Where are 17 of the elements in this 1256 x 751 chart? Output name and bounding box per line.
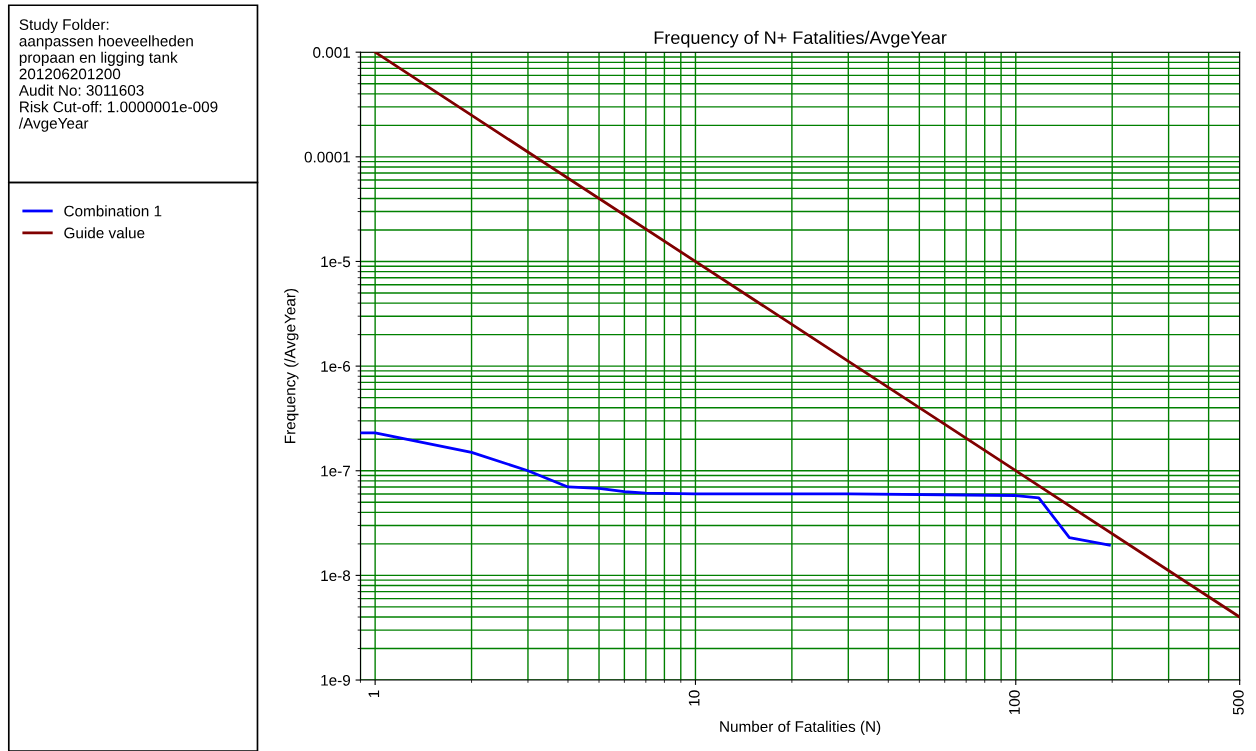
y-tick-label: 0.001 [313, 47, 351, 58]
legend-label: Guide value [64, 227, 145, 239]
x-tick-label: 100 [1009, 690, 1020, 715]
x-axis-title: Number of Fatalities (N) [720, 720, 881, 736]
y-tick-label: 1e-6 [321, 360, 351, 372]
legend-label: Combination 1 [64, 205, 162, 217]
chart-title: Frequency of N+ Fatalities/AvgeYear [654, 30, 947, 48]
y-tick-label: 0.0001 [304, 151, 351, 163]
y-tick-label: 1e-8 [321, 570, 351, 582]
y-tick-label: 1e-5 [321, 256, 351, 268]
y-axis-title: Frequency (/AvgeYear) [284, 288, 299, 443]
y-tick-label: 1e-7 [321, 465, 350, 477]
y-tick-label: 1e-9 [321, 674, 351, 686]
x-tick-label: 500 [1232, 690, 1244, 715]
x-tick-label: 10 [688, 690, 700, 706]
x-tick-label: 1 [368, 690, 380, 698]
text: Study Folder: aanpassen hoeveelheden propaan en ligging tank 201206201200 Audit No: 3011603 Risk Cut-off: 1.0000001e-009 /AvgeYear [18, 18, 218, 132]
